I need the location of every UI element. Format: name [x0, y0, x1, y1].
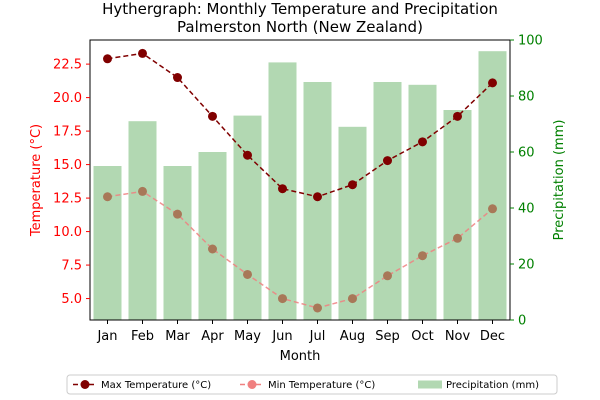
max-temp-point-mar [173, 73, 182, 83]
precip-bar-apr [198, 152, 227, 320]
max-temp-point-jul [313, 192, 322, 202]
max-temp-line [107, 52, 494, 198]
precip-bar-feb [128, 121, 157, 320]
x-tick-label-nov: Nov [445, 329, 471, 344]
y-axis-right-label: Precipitation (mm) [552, 120, 567, 241]
chart-title-line-1: Hythergraph: Monthly Temperature and Pre… [102, 0, 498, 18]
chart-title-line-2: Palmerston North (New Zealand) [177, 18, 423, 36]
y-axis-right: 0 20 40 60 80 100 [510, 34, 543, 329]
x-tick-label-oct: Oct [411, 329, 433, 344]
y-left-tick-label: 12.5 [53, 192, 82, 207]
min-temp-point-apr [208, 244, 217, 254]
precip-bar-oct [408, 84, 437, 320]
y-axis-left: 5.0 7.5 10.0 12.5 15.0 17.5 20.0 22.5 [53, 58, 90, 307]
min-temp-point-nov [453, 233, 462, 243]
x-tick-label-sep: Sep [375, 329, 400, 344]
legend-min-label: Min Temperature (°C) [268, 380, 375, 391]
y-left-tick-label: 22.5 [53, 58, 82, 73]
max-temp-point-nov [453, 111, 462, 121]
max-temp-point-oct [418, 137, 427, 147]
x-axis: Jan Feb Mar Apr May Jun Jul Aug Sep Oct Nov Dec [96, 320, 505, 344]
min-temp-point-dec [488, 204, 497, 214]
x-tick-label-jan: Jan [96, 329, 117, 344]
max-temp-point-dec [488, 78, 497, 88]
y-axis-left-label: Temperature (°C) [29, 124, 44, 237]
legend: Max Temperature (°C) Min Temperature (°C)… [66, 374, 558, 395]
min-temp-point-jul [313, 303, 322, 313]
x-tick-label-aug: Aug [340, 329, 365, 344]
y-right-tick-label: 60 [518, 146, 535, 161]
legend-precip-swatch [418, 380, 442, 389]
plot-frame [89, 39, 511, 321]
precip-bar-dec [478, 51, 507, 320]
y-left-tick-label: 15.0 [53, 158, 82, 173]
x-tick-label-jun: Jun [271, 329, 292, 344]
max-temp-point-feb [138, 48, 147, 58]
y-right-tick-label: 80 [518, 90, 535, 105]
legend-min-swatch-marker [247, 380, 257, 389]
x-axis-label: Month [280, 349, 321, 364]
x-tick-label-jul: Jul [309, 329, 326, 344]
min-temp-point-aug [348, 294, 357, 304]
x-tick-label-mar: Mar [165, 329, 190, 344]
x-tick-label-may: May [234, 329, 261, 344]
precip-bar-jan [93, 166, 122, 320]
y-right-tick-label: 40 [518, 202, 535, 217]
y-left-tick-label: 10.0 [53, 225, 82, 240]
min-temp-point-mar [173, 209, 182, 219]
legend-box [66, 374, 558, 395]
y-right-tick-label: 0 [518, 314, 526, 329]
y-left-tick-label: 7.5 [61, 259, 82, 274]
max-temp-point-may [243, 150, 252, 160]
legend-precip-label: Precipitation (mm) [446, 380, 539, 391]
y-right-tick-label: 100 [518, 34, 543, 49]
precipitation-bars [93, 51, 507, 321]
min-temp-point-sep [383, 271, 392, 281]
y-left-tick-label: 5.0 [61, 292, 82, 307]
min-temp-point-oct [418, 251, 427, 261]
precip-bar-nov [443, 110, 472, 320]
x-tick-label-dec: Dec [480, 329, 505, 344]
y-left-tick-label: 17.5 [53, 125, 82, 140]
max-temp-point-sep [383, 156, 392, 166]
x-tick-label-feb: Feb [131, 329, 154, 344]
legend-max-swatch-marker [80, 380, 90, 389]
plot-border [89, 39, 511, 321]
min-temp-point-jan [103, 192, 112, 202]
max-temp-point-apr [208, 111, 217, 121]
min-temp-point-jun [278, 294, 287, 304]
min-temp-point-feb [138, 186, 147, 196]
temperature-lines [103, 48, 497, 313]
y-right-tick-label: 20 [518, 258, 535, 273]
precip-bar-aug [338, 126, 367, 320]
max-temp-point-jan [103, 54, 112, 64]
legend-max-label: Max Temperature (°C) [101, 380, 211, 391]
precip-bar-sep [373, 82, 402, 320]
chart-title: Hythergraph: Monthly Temperature and Pre… [102, 0, 498, 36]
y-left-tick-label: 20.0 [53, 91, 82, 106]
max-temp-point-jun [278, 184, 287, 194]
min-temp-point-may [243, 269, 252, 279]
precip-bar-mar [163, 166, 192, 320]
x-tick-label-apr: Apr [201, 329, 224, 344]
max-temp-point-aug [348, 180, 357, 190]
precip-bar-may [233, 115, 262, 320]
